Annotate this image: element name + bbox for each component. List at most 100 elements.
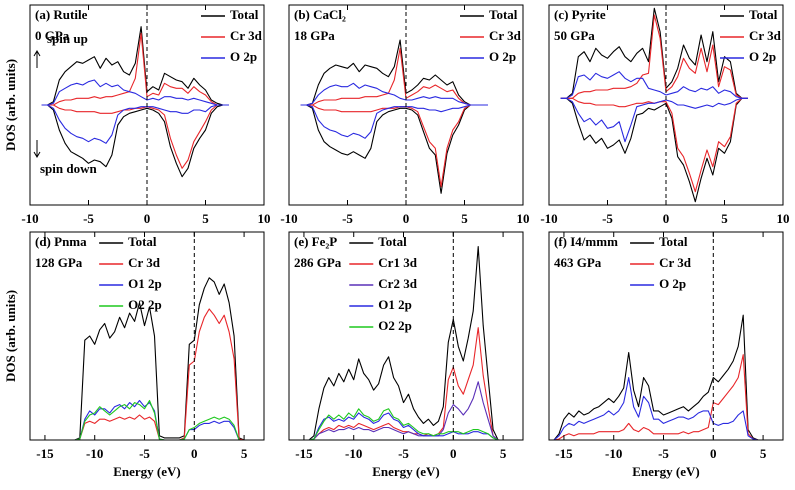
legend-label: O 2p [489, 49, 516, 64]
plot-area [41, 26, 229, 178]
dos-curve [553, 377, 773, 440]
x-axis-label: Energy (eV) [372, 464, 440, 479]
panel: -10 -5 0 5 10 (b) CaCl₂ 18 GPa Total Cr 3d O 2p [280, 4, 530, 226]
legend-label: Total [128, 234, 157, 249]
panel: -15 -10 -5 0 5 (f) I4/mmm 463 GPa Total Cr 3d O 2… [548, 231, 784, 479]
legend-label: Cr1 3d [378, 255, 417, 270]
dos-curve-down [560, 97, 748, 203]
legend-label: O 2p [749, 49, 776, 64]
arrow-head [33, 151, 41, 158]
dos-curve [294, 327, 513, 440]
dos-curve [35, 399, 254, 440]
legend-label: O2 2p [128, 297, 162, 312]
x-tick-label: 10 [258, 211, 271, 226]
dos-curve-down [560, 97, 748, 143]
legend-label: Total [659, 234, 688, 249]
dos-curve [35, 277, 254, 440]
panel-subtitle: 128 GPa [35, 255, 83, 270]
plot-area [294, 246, 513, 440]
legend-label: Total [489, 7, 518, 22]
legend-label: Total [230, 7, 259, 22]
panel: -10 -5 0 5 10 (a) Rutile 0 GPa Total Cr 3d O 2p DO… [3, 4, 271, 226]
x-tick-label: -5 [398, 446, 409, 461]
x-tick-label: 5 [500, 446, 507, 461]
panel-title: (b) CaCl₂ [294, 7, 346, 22]
plot-frame [548, 4, 784, 206]
dos-curve [294, 412, 513, 440]
x-tick-label: -10 [280, 211, 297, 226]
panel: -15 -10 -5 0 5 (d) Pnma 128 GPa Total Cr 3d O1 2p… [3, 231, 265, 479]
x-tick-label: 5 [721, 211, 728, 226]
panel-subtitle: 18 GPa [294, 28, 335, 43]
dos-curve [294, 408, 513, 440]
legend-label: Cr2 3d [378, 276, 417, 291]
legend-label: O1 2p [378, 297, 412, 312]
panel: -10 -5 0 5 10 (c) Pyrite 50 GPa Total Cr 3d O 2p [540, 4, 790, 226]
legend-label: O 2p [659, 276, 686, 291]
x-tick-label: 0 [663, 211, 670, 226]
dos-curve-down [300, 104, 488, 139]
dos-curve [300, 39, 488, 106]
legend-label: O2 2p [378, 318, 412, 333]
dos-curve [35, 399, 254, 440]
panel-subtitle: 463 GPa [554, 255, 602, 270]
plot-frame [548, 231, 784, 441]
dos-curve [41, 32, 229, 106]
legend-label: Cr 3d [489, 28, 522, 43]
x-tick-label: 5 [241, 446, 248, 461]
legend-label: O 2p [230, 49, 257, 64]
dos-curve [294, 246, 513, 440]
legend-label: Cr 3d [749, 28, 782, 43]
dos-curve-down [300, 104, 488, 188]
x-tick-label: 0 [144, 211, 151, 226]
x-tick-label: -5 [658, 446, 669, 461]
x-tick-label: -15 [295, 446, 313, 461]
x-tick-label: -15 [555, 446, 573, 461]
dos-curve [41, 79, 229, 106]
legend-label: Cr 3d [230, 28, 263, 43]
dos-curve [300, 47, 488, 106]
arrow-head [33, 50, 41, 57]
annotation: spin up [47, 31, 88, 46]
x-tick-label: 0 [191, 446, 198, 461]
panel-title: (a) Rutile [35, 7, 88, 22]
x-tick-label: -10 [21, 211, 38, 226]
dos-curve [294, 381, 513, 440]
x-tick-label: -5 [602, 211, 613, 226]
dos-curve [560, 7, 748, 99]
dos-curve [41, 26, 229, 106]
dos-curve-down [560, 97, 748, 193]
plot-area [560, 7, 748, 203]
panel-title: (f) I4/mmm [554, 234, 618, 249]
legend-label: O1 2p [128, 276, 162, 291]
x-tick-label: -5 [342, 211, 353, 226]
x-tick-label: 5 [461, 211, 468, 226]
legend-label: Total [749, 7, 778, 22]
plot-area [35, 277, 254, 440]
plot-area [300, 39, 488, 194]
x-tick-label: -10 [86, 446, 103, 461]
legend-label: Total [378, 234, 407, 249]
x-tick-label: -15 [36, 446, 54, 461]
plot-frame [29, 4, 265, 206]
x-tick-label: 0 [710, 446, 717, 461]
legend-label: Cr 3d [128, 255, 161, 270]
dos-curve [300, 82, 488, 106]
dos-curve [560, 14, 748, 99]
dos-curve [553, 354, 773, 440]
x-tick-label: 5 [760, 446, 767, 461]
legend-label: Cr 3d [659, 255, 692, 270]
plot-frame [288, 231, 524, 441]
plot-area [553, 314, 773, 440]
x-tick-label: -5 [139, 446, 150, 461]
x-axis-label: Energy (eV) [632, 464, 700, 479]
dos-curve [553, 314, 773, 440]
dos-curve [560, 71, 748, 99]
x-axis-label: Energy (eV) [113, 464, 181, 479]
dos-curve-down [41, 104, 229, 178]
x-tick-label: -10 [540, 211, 557, 226]
panel: -15 -10 -5 0 5 (e) Fe₂P 286 GPa Total Cr1 3d Cr2 … [288, 231, 524, 479]
dos-curve-down [300, 104, 488, 194]
panel-subtitle: 50 GPa [554, 28, 595, 43]
